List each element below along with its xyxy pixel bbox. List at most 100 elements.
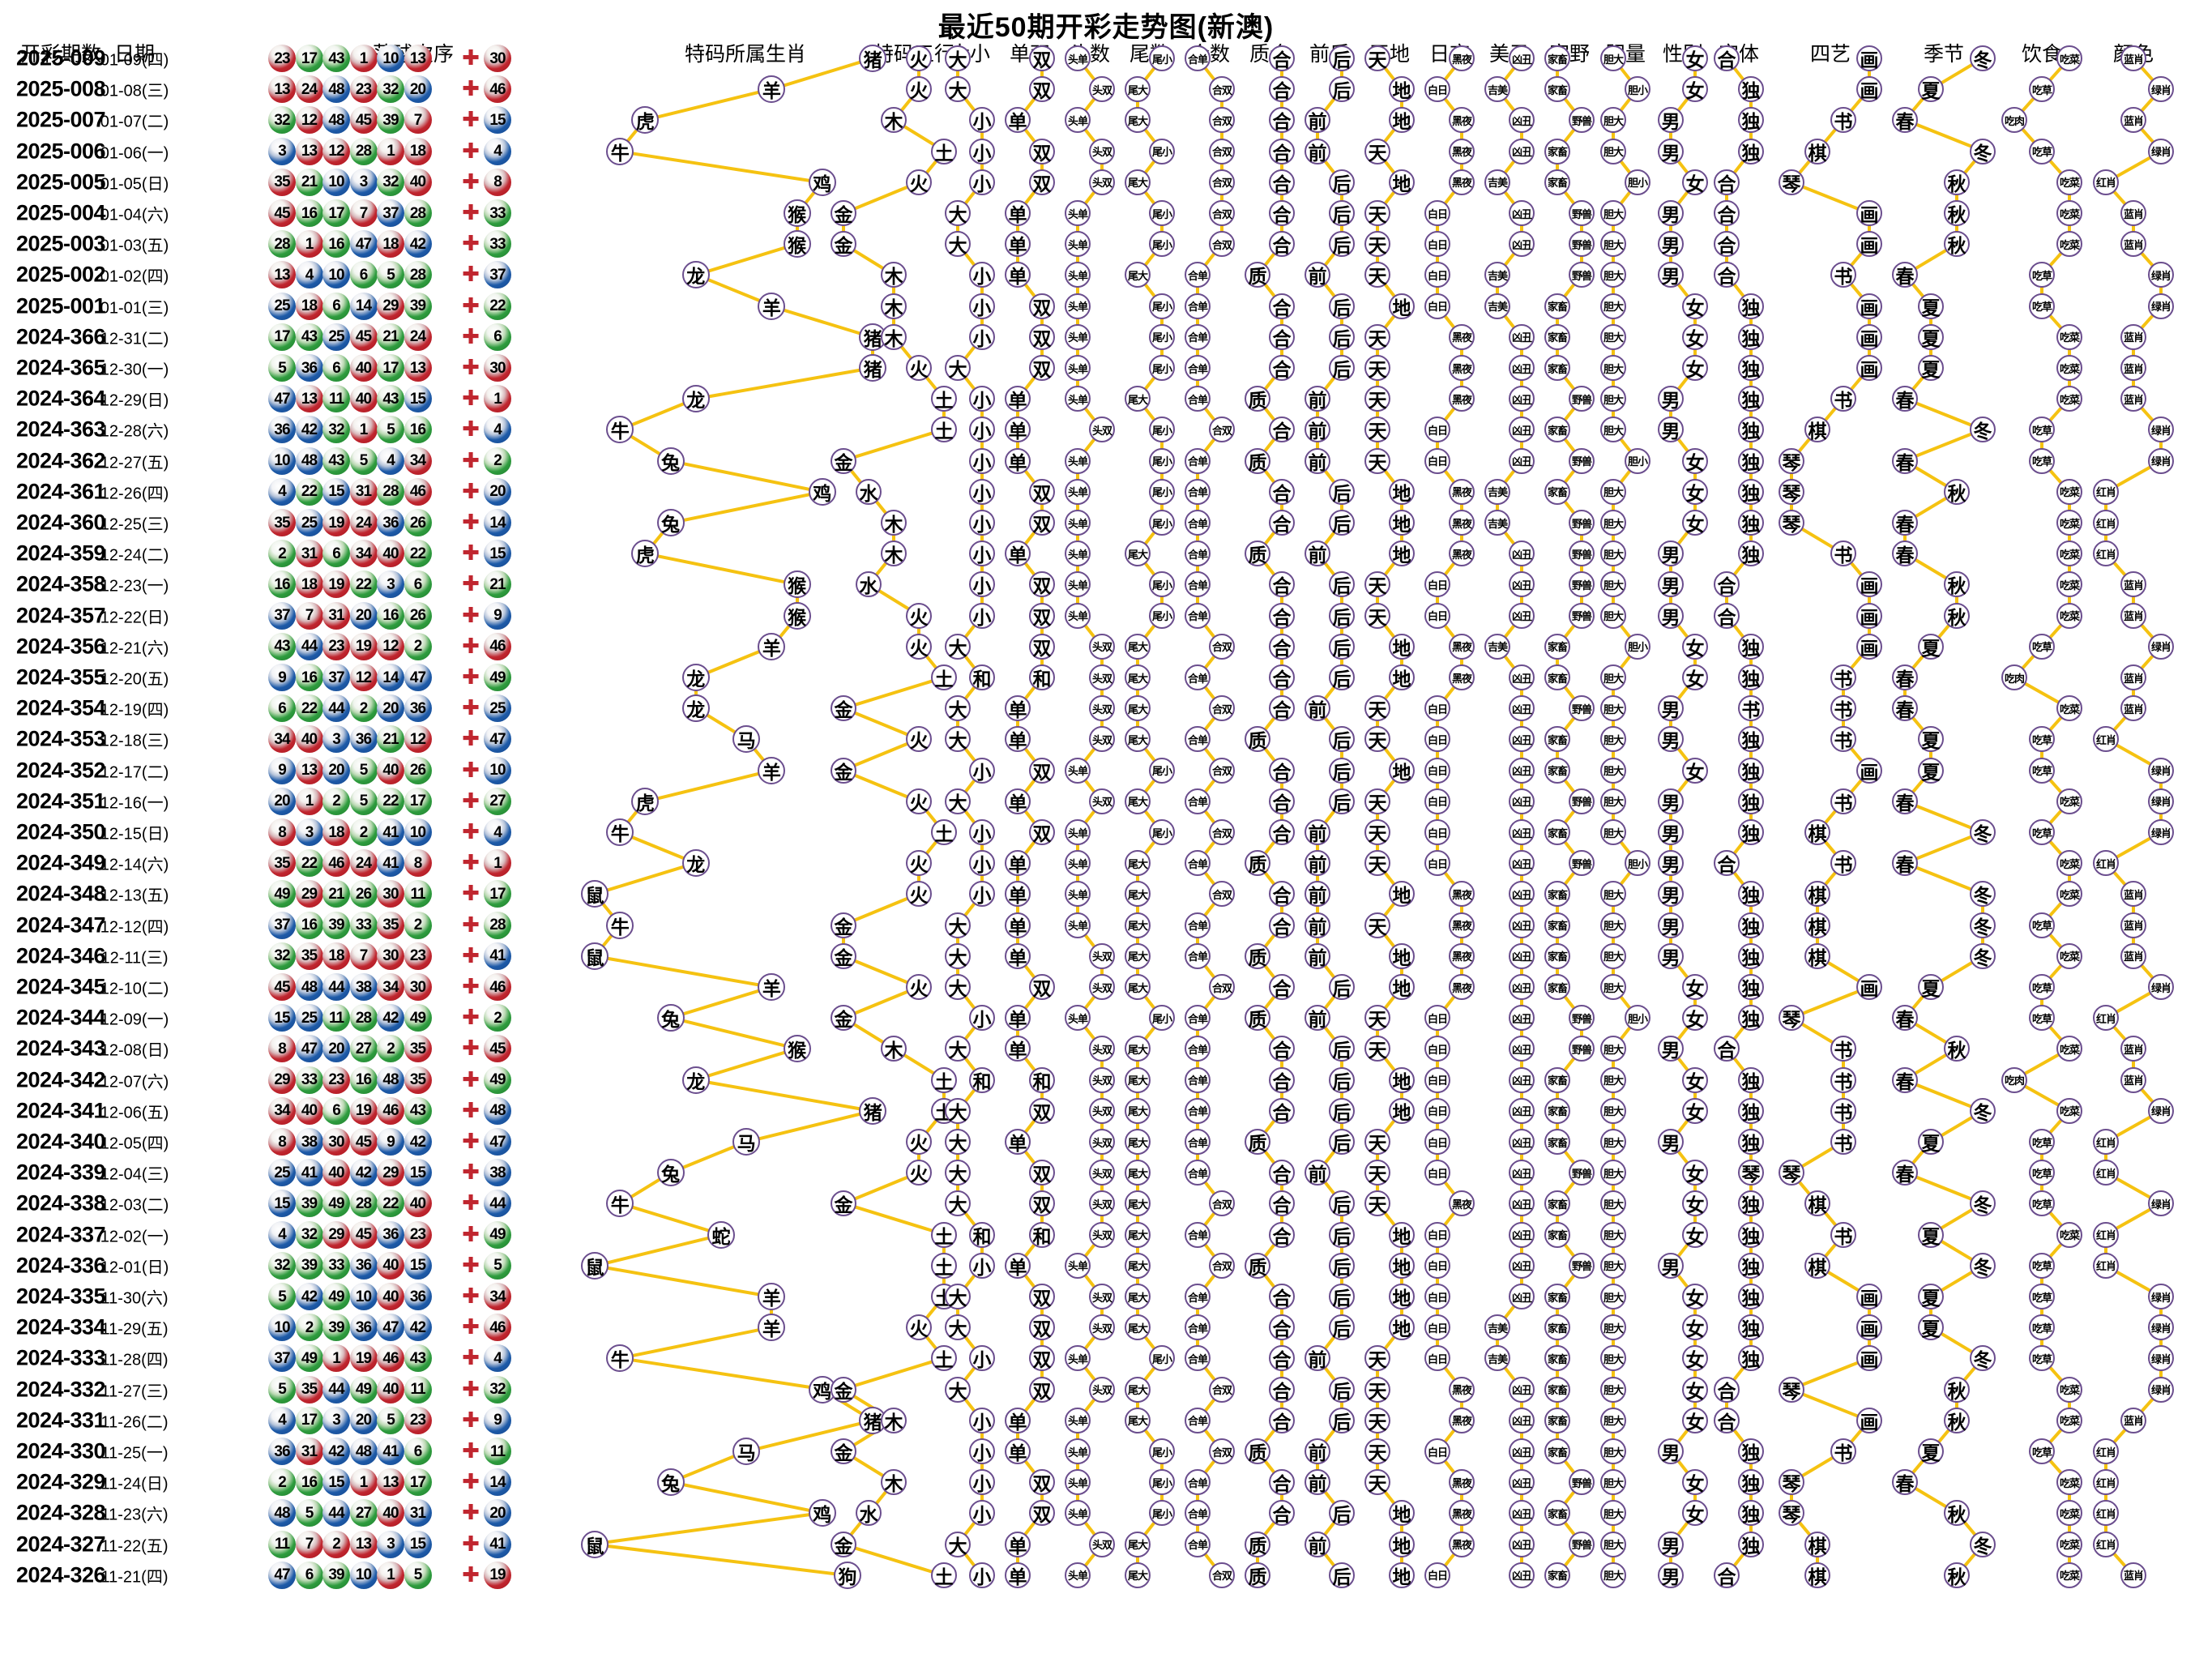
attr-node-前后[interactable]: 后: [1329, 293, 1355, 319]
attr-node-颜色[interactable]: 绿肖: [2148, 788, 2174, 814]
attr-node-合数[interactable]: 合单: [1185, 912, 1211, 938]
attr-node-大小[interactable]: 小: [969, 1005, 995, 1032]
attr-node-头数[interactable]: 头单: [1065, 757, 1091, 784]
attr-node-胆量[interactable]: 胆大: [1600, 942, 1626, 969]
attr-node-美丑[interactable]: 吉美: [1484, 262, 1510, 288]
attr-node-尾数[interactable]: 尾大: [1125, 1407, 1151, 1433]
element-node[interactable]: 火: [906, 602, 932, 629]
attr-node-性别[interactable]: 男: [1658, 386, 1684, 412]
attr-node-头数[interactable]: 头单: [1065, 1407, 1091, 1433]
attr-node-颜色[interactable]: 绿肖: [2148, 1314, 2174, 1341]
attr-node-日夜[interactable]: 白日: [1424, 262, 1450, 288]
attr-node-胆量[interactable]: 胆大: [1600, 478, 1626, 505]
attr-node-四艺[interactable]: 画: [1856, 974, 1882, 1000]
attr-node-饮食[interactable]: 吃肉: [2001, 1066, 2027, 1093]
attr-node-家野[interactable]: 家畜: [1544, 1500, 1570, 1527]
attr-node-美丑[interactable]: 凶丑: [1509, 323, 1535, 350]
attr-node-单双[interactable]: 双: [1029, 633, 1055, 660]
attr-node-字体[interactable]: 合: [1714, 602, 1740, 629]
attr-node-饮食[interactable]: 吃菜: [2056, 695, 2082, 722]
attr-node-日夜[interactable]: 白日: [1424, 1562, 1450, 1588]
attr-node-四艺[interactable]: 画: [1856, 1407, 1882, 1433]
attr-node-家野[interactable]: 家畜: [1544, 757, 1570, 784]
attr-node-前后[interactable]: 后: [1329, 76, 1355, 103]
attr-node-尾数[interactable]: 尾大: [1125, 974, 1151, 1000]
attr-node-质合[interactable]: 质: [1245, 262, 1270, 288]
attr-node-天地[interactable]: 地: [1389, 107, 1415, 134]
attr-node-胆量[interactable]: 胆大: [1600, 138, 1626, 164]
attr-node-大小[interactable]: 和: [969, 1221, 995, 1248]
attr-node-尾数[interactable]: 尾小: [1149, 757, 1175, 784]
attr-node-大小[interactable]: 大: [945, 1376, 971, 1403]
attr-node-头数[interactable]: 头单: [1065, 510, 1091, 536]
attr-node-季节[interactable]: 春: [1892, 1005, 1918, 1032]
attr-node-性别[interactable]: 男: [1658, 788, 1684, 814]
attr-node-美丑[interactable]: 凶丑: [1509, 881, 1535, 908]
attr-node-合数[interactable]: 合单: [1185, 1160, 1211, 1186]
attr-node-颜色[interactable]: 红肖: [2093, 1500, 2119, 1527]
attr-node-头数[interactable]: 头单: [1065, 386, 1091, 412]
attr-node-合数[interactable]: 合单: [1185, 1531, 1211, 1557]
attr-node-尾数[interactable]: 尾小: [1149, 45, 1175, 71]
element-node[interactable]: 金: [831, 912, 856, 938]
attr-node-头数[interactable]: 头双: [1089, 942, 1115, 969]
attr-node-天地[interactable]: 地: [1389, 1531, 1415, 1557]
attr-node-天地[interactable]: 地: [1389, 169, 1415, 195]
attr-node-颜色[interactable]: 绿肖: [2148, 262, 2174, 288]
zodiac-node[interactable]: 牛: [606, 818, 634, 846]
attr-node-性别[interactable]: 男: [1658, 850, 1684, 877]
attr-node-季节[interactable]: 夏: [1918, 1314, 1944, 1341]
zodiac-node[interactable]: 蛇: [707, 1220, 735, 1249]
attr-node-字体[interactable]: 独: [1738, 1500, 1764, 1527]
attr-node-天地[interactable]: 地: [1389, 974, 1415, 1000]
attr-node-大小[interactable]: 小: [969, 1345, 995, 1372]
attr-node-性别[interactable]: 男: [1658, 200, 1684, 226]
attr-node-颜色[interactable]: 蓝肖: [2120, 912, 2146, 938]
attr-node-尾数[interactable]: 尾大: [1125, 912, 1151, 938]
attr-node-字体[interactable]: 独: [1738, 819, 1764, 845]
attr-node-天地[interactable]: 地: [1389, 1252, 1415, 1279]
attr-node-家野[interactable]: 家畜: [1544, 881, 1570, 908]
attr-node-家野[interactable]: 家畜: [1544, 417, 1570, 443]
attr-node-字体[interactable]: 琴: [1738, 1160, 1764, 1186]
attr-node-质合[interactable]: 合: [1269, 912, 1295, 938]
attr-node-头数[interactable]: 头单: [1065, 1345, 1091, 1372]
attr-node-合数[interactable]: 合单: [1185, 850, 1211, 877]
attr-node-四艺[interactable]: 琴: [1779, 169, 1804, 195]
attr-node-字体[interactable]: 独: [1738, 1221, 1764, 1248]
attr-node-性别[interactable]: 女: [1682, 1284, 1708, 1310]
element-node[interactable]: 土: [931, 138, 957, 164]
element-node[interactable]: 火: [906, 850, 932, 877]
attr-node-质合[interactable]: 合: [1269, 819, 1295, 845]
attr-node-颜色[interactable]: 红肖: [2093, 1160, 2119, 1186]
attr-node-头数[interactable]: 头单: [1065, 447, 1091, 474]
attr-node-头数[interactable]: 头双: [1089, 1314, 1115, 1341]
attr-node-天地[interactable]: 天: [1364, 1376, 1390, 1403]
attr-node-四艺[interactable]: 画: [1856, 571, 1882, 598]
attr-node-质合[interactable]: 合: [1269, 571, 1295, 598]
element-node[interactable]: 火: [906, 633, 932, 660]
zodiac-node[interactable]: 鸡: [808, 168, 836, 196]
zodiac-node[interactable]: 马: [732, 1128, 761, 1156]
attr-node-饮食[interactable]: 吃菜: [2056, 850, 2082, 877]
attr-node-合数[interactable]: 合单: [1185, 478, 1211, 505]
attr-node-日夜[interactable]: 黑夜: [1449, 169, 1475, 195]
attr-node-美丑[interactable]: 凶丑: [1509, 1036, 1535, 1062]
attr-node-颜色[interactable]: 绿肖: [2148, 633, 2174, 660]
attr-node-质合[interactable]: 质: [1245, 1438, 1270, 1464]
attr-node-单双[interactable]: 双: [1029, 1160, 1055, 1186]
attr-node-前后[interactable]: 后: [1329, 571, 1355, 598]
zodiac-node[interactable]: 鸡: [808, 1499, 836, 1527]
attr-node-大小[interactable]: 大: [945, 1190, 971, 1217]
attr-node-前后[interactable]: 后: [1329, 1190, 1355, 1217]
attr-node-家野[interactable]: 野兽: [1569, 1252, 1595, 1279]
attr-node-单双[interactable]: 双: [1029, 1345, 1055, 1372]
attr-node-字体[interactable]: 合: [1714, 262, 1740, 288]
attr-node-单双[interactable]: 单: [1005, 726, 1031, 753]
zodiac-node[interactable]: 兔: [656, 1159, 685, 1187]
zodiac-node[interactable]: 马: [732, 1438, 761, 1465]
element-node[interactable]: 火: [906, 1129, 932, 1155]
attr-node-字体[interactable]: 独: [1738, 510, 1764, 536]
attr-node-四艺[interactable]: 画: [1856, 76, 1882, 103]
attr-node-颜色[interactable]: 蓝肖: [2120, 107, 2146, 134]
